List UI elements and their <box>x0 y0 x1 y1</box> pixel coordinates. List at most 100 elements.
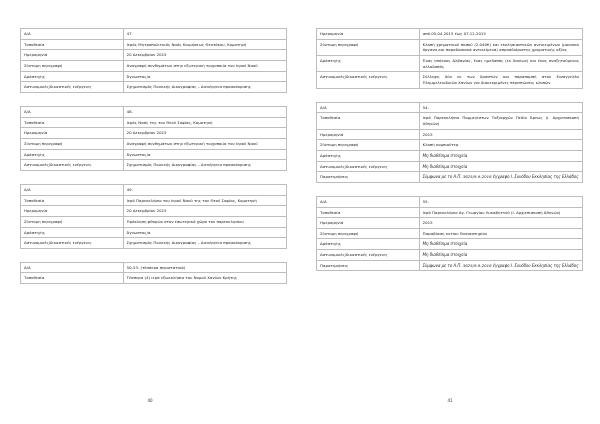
label-aa: Α/Α <box>316 195 420 208</box>
value-actions: Σχηματισμός Ποινικής Δικογραφίας – Διενέ… <box>122 159 287 171</box>
label-date: Ημερομηνία <box>316 128 420 141</box>
table-row: Αστυνομικές/δικαστικές ενέργειες Μη διαθ… <box>316 249 583 261</box>
label-actions: Αστυνομικές/δικαστικές ενέργειες <box>20 81 124 93</box>
value-summary: Κλοπή χρηματικού ποσού (2.040€) και εκκλ… <box>418 38 583 56</box>
table-row: Αστυνομικές/δικαστικές ενέργειες Σύλληψη… <box>316 71 583 89</box>
label-remarks: Παρατηρήσεις <box>316 259 420 272</box>
table-row: Παρατηρήσεις Σύμφωνα με το Α.Π. 3625/9-9… <box>316 171 583 183</box>
value-actions: Μη διαθέσιμα στοιχεία <box>418 249 583 261</box>
table-row: Ημερομηνία 20 Δεκεμβρίου 2015 <box>20 205 287 217</box>
table-row: Σύντομη περιγραφή Κλοπή κομπιούτερ <box>316 139 583 151</box>
value-date: 2015 <box>418 128 583 141</box>
record-table-50-53: Α/Α 50-53. (τέσσερα περιστατικά) Τοποθεσ… <box>20 261 287 285</box>
label-actions: Αστυνομικές/δικαστικές ενέργειες <box>20 237 124 249</box>
table-row: Δράστη/ης Μη διαθέσιμα στοιχεία <box>316 238 583 251</box>
page-right-content: Ημερομηνία από 05.04.2015 έως 07.12.2015… <box>316 28 583 400</box>
label-aa: Α/Α <box>20 28 124 40</box>
table-row: Αστυνομικές/δικαστικές ενέργειες Μη διαθ… <box>316 160 583 173</box>
label-remarks: Παρατηρήσεις <box>316 171 420 183</box>
value-location: Ιερό Παρεκκλήσιο Παμμεγίστων Ταξιαρχών Π… <box>418 112 583 130</box>
value-summary: Αναγραφή συνθημάτων στην εξωτερική τοιχο… <box>122 59 287 72</box>
page-right: Ημερομηνία από 05.04.2015 έως 07.12.2015… <box>300 0 600 424</box>
value-location: Ιερό Παρεκκλήσιο Αγ. Γεωργίου Λυκαβηττού… <box>418 206 583 219</box>
table-row: Τοποθεσία Ιερό Παρεκκλήσιο Παμμεγίστων Τ… <box>316 112 583 130</box>
value-aa: 49. <box>122 183 287 196</box>
label-location: Τοποθεσία <box>20 272 124 285</box>
table-row: Δράστη/ης Άγνωστος/α <box>20 226 287 239</box>
table-row: Ημερομηνία 2015 <box>316 217 583 229</box>
value-date: 20 Δεκεμβρίου 2015 <box>122 49 287 61</box>
value-perpetrator: Άγνωστος/α <box>122 148 287 161</box>
label-perpetrator: Δράστη/ης <box>316 54 420 73</box>
label-summary: Σύντομη περιγραφή <box>20 137 124 150</box>
label-actions: Αστυνομικές/δικαστικές ενέργειες <box>316 71 420 89</box>
value-perpetrator: Άγνωστος/α <box>122 70 287 83</box>
label-aa: Α/Α <box>20 261 124 274</box>
value-location: Τέσσερα (4) ιερά εξωκκλήσια του Νομού Χα… <box>122 272 287 285</box>
value-location: Ιερός Ναός της του Θεού Σοφίας, Κομοτηνή <box>122 116 287 129</box>
page-number-right: 41 <box>447 398 453 403</box>
table-row: Τοποθεσία Τέσσερα (4) ιερά εξωκκλήσια το… <box>20 272 287 285</box>
table-row: Δράστη/ης Άγνωστος/α <box>20 148 287 161</box>
table-row: Α/Α 47. <box>20 28 287 40</box>
value-summary: Πρόκληση φθορών στον εσωτερικό χώρο του … <box>122 215 287 228</box>
label-perpetrator: Δράστη/ης <box>316 149 420 162</box>
label-date: Ημερομηνία <box>20 205 124 217</box>
label-location: Τοποθεσία <box>316 206 420 219</box>
table-row: Σύντομη περιγραφή Κλοπή χρηματικού ποσού… <box>316 38 583 56</box>
value-aa: 47. <box>122 28 287 40</box>
value-perpetrator: Άγνωστος/α <box>122 226 287 239</box>
label-perpetrator: Δράστη/ης <box>20 148 124 161</box>
table-row: Τοποθεσία Ιερός Ναός της του Θεού Σοφίας… <box>20 116 287 129</box>
table-row: Τοποθεσία Ιερός Μητροπολιτικός Ναός Κοιμ… <box>20 38 287 51</box>
label-perpetrator: Δράστη/ης <box>20 70 124 83</box>
record-table-continued: Ημερομηνία από 05.04.2015 έως 07.12.2015… <box>316 28 583 89</box>
label-location: Τοποθεσία <box>316 112 420 130</box>
record-table-55: Α/Α 55. Τοποθεσία Ιερό Παρεκκλήσιο Αγ. Γ… <box>316 195 583 272</box>
value-aa: 48. <box>122 105 287 118</box>
table-row: Αστυνομικές/δικαστικές ενέργειες Σχηματι… <box>20 237 287 249</box>
value-date: 2015 <box>418 217 583 229</box>
label-location: Τοποθεσία <box>20 38 124 51</box>
label-perpetrator: Δράστη/ης <box>20 226 124 239</box>
value-remarks: Σύμφωνα με το Α.Π. 3625/9-9-2016 έγγραφο… <box>418 259 583 272</box>
label-summary: Σύντομη περιγραφή <box>20 59 124 72</box>
record-table-48: Α/Α 48. Τοποθεσία Ιερός Ναός της του Θεο… <box>20 105 287 171</box>
table-row: Τοποθεσία Ιερό Παρεκκλήσιο Αγ. Γεωργίου … <box>316 206 583 219</box>
table-row: Ημερομηνία 20 Δεκεμβρίου 2015 <box>20 127 287 139</box>
value-actions: Σχηματισμός Ποινικής Δικογραφίας – Διενέ… <box>122 237 287 249</box>
table-row: Δράστη/ης Μη διαθέσιμα στοιχεία <box>316 149 583 162</box>
table-row: Παρατηρήσεις Σύμφωνα με το Α.Π. 3625/9-9… <box>316 259 583 272</box>
value-perpetrator: Ένας υπήκοος Αλβανίας, ένας ημεδαπός (εκ… <box>418 54 583 73</box>
label-aa: Α/Α <box>316 101 420 114</box>
table-row: Δράστη/ης Ένας υπήκοος Αλβανίας, ένας ημ… <box>316 54 583 73</box>
table-row: Α/Α 48. <box>20 105 287 118</box>
label-summary: Σύντομη περιγραφή <box>316 227 420 240</box>
value-aa: 54. <box>418 101 583 114</box>
table-row: Α/Α 50-53. (τέσσερα περιστατικά) <box>20 261 287 274</box>
value-location: Ιερό Παρεκκλήσιο του Ιερού Ναού της του … <box>122 194 287 207</box>
label-aa: Α/Α <box>20 183 124 196</box>
value-actions: Σχηματισμός Ποινικής Δικογραφίας – Διενέ… <box>122 81 287 93</box>
record-table-54: Α/Α 54. Τοποθεσία Ιερό Παρεκκλήσιο Παμμε… <box>316 101 583 183</box>
value-summary: Παραβίαση κυτίου Θυσιαστηρίου <box>418 227 583 240</box>
value-location: Ιερός Μητροπολιτικός Ναός Κοιμήσεως Θεοτ… <box>122 38 287 51</box>
label-location: Τοποθεσία <box>20 194 124 207</box>
table-row: Ημερομηνία 2015 <box>316 128 583 141</box>
label-actions: Αστυνομικές/δικαστικές ενέργειες <box>20 159 124 171</box>
label-date: Ημερομηνία <box>20 127 124 139</box>
table-row: Αστυνομικές/δικαστικές ενέργειες Σχηματι… <box>20 159 287 171</box>
label-date: Ημερομηνία <box>316 28 420 40</box>
table-row: Ημερομηνία 20 Δεκεμβρίου 2015 <box>20 49 287 61</box>
value-perpetrator: Μη διαθέσιμα στοιχεία <box>418 238 583 251</box>
table-row: Σύντομη περιγραφή Αναγραφή συνθημάτων στ… <box>20 137 287 150</box>
label-date: Ημερομηνία <box>20 49 124 61</box>
value-actions: Μη διαθέσιμα στοιχεία <box>418 160 583 173</box>
table-row: Α/Α 54. <box>316 101 583 114</box>
page-number-left: 40 <box>147 398 153 403</box>
value-actions: Σύλληψη δύο εκ των δραστών και παραπομπή… <box>418 71 583 89</box>
value-date: 20 Δεκεμβρίου 2015 <box>122 127 287 139</box>
value-summary: Αναγραφή συνθημάτων στην εξωτερική τοιχο… <box>122 137 287 150</box>
table-row: Τοποθεσία Ιερό Παρεκκλήσιο του Ιερού Ναο… <box>20 194 287 207</box>
